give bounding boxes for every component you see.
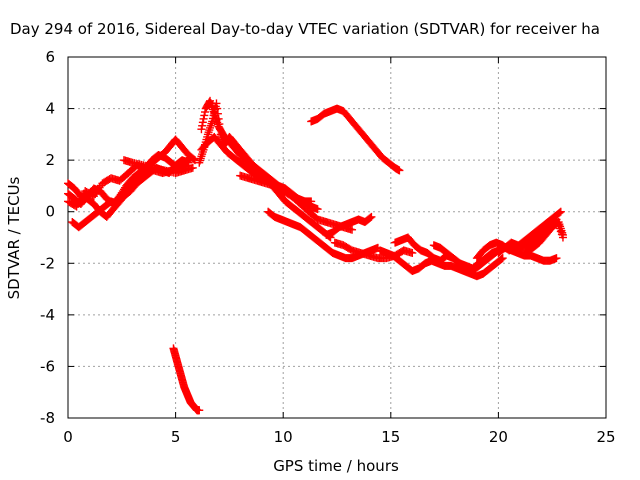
data-point	[558, 230, 567, 239]
data-point	[188, 163, 197, 172]
y-tick-labels: -8 -6 -4 -2 0 2 4 6	[40, 48, 55, 427]
data-point	[367, 212, 376, 221]
data-point	[555, 208, 564, 217]
data-point	[556, 207, 565, 216]
data-point	[408, 248, 417, 257]
x-tick-label: 5	[171, 428, 181, 446]
y-tick-label: -2	[40, 254, 55, 272]
data-point	[498, 254, 507, 263]
y-tick-label: 2	[45, 151, 55, 169]
x-tick-label: 25	[596, 428, 615, 446]
data-points	[64, 96, 567, 415]
data-point	[186, 153, 195, 162]
data-point	[201, 108, 210, 117]
data-point	[199, 114, 208, 123]
y-tick-label: -6	[40, 357, 55, 375]
data-point	[348, 225, 357, 234]
data-point	[395, 166, 404, 175]
y-tick-label: 6	[45, 48, 55, 66]
y-tick-label: -4	[40, 306, 55, 324]
chart-title: Day 294 of 2016, Sidereal Day-to-day VTE…	[10, 20, 600, 38]
data-point	[313, 205, 322, 214]
data-point	[307, 197, 316, 206]
y-tick-label: -8	[40, 409, 55, 427]
data-point	[198, 118, 207, 127]
x-tick-label: 20	[489, 428, 508, 446]
data-point	[198, 121, 207, 130]
x-tick-label: 10	[274, 428, 293, 446]
x-tick-label: 0	[63, 428, 73, 446]
data-point	[197, 125, 206, 134]
y-axis-label: SDTVAR / TECUs	[5, 176, 23, 299]
data-point	[200, 111, 209, 120]
data-point	[552, 254, 561, 263]
axis-ticks	[67, 56, 607, 419]
data-point	[366, 213, 375, 222]
x-tick-label: 15	[381, 428, 400, 446]
data-point	[497, 254, 506, 263]
x-tick-labels: 0 5 10 15 20 25	[63, 428, 615, 446]
plot-area	[67, 56, 607, 419]
y-tick-label: 4	[45, 100, 55, 118]
data-point	[195, 406, 204, 415]
x-axis-label: GPS time / hours	[273, 457, 399, 475]
y-tick-label: 0	[45, 203, 55, 221]
